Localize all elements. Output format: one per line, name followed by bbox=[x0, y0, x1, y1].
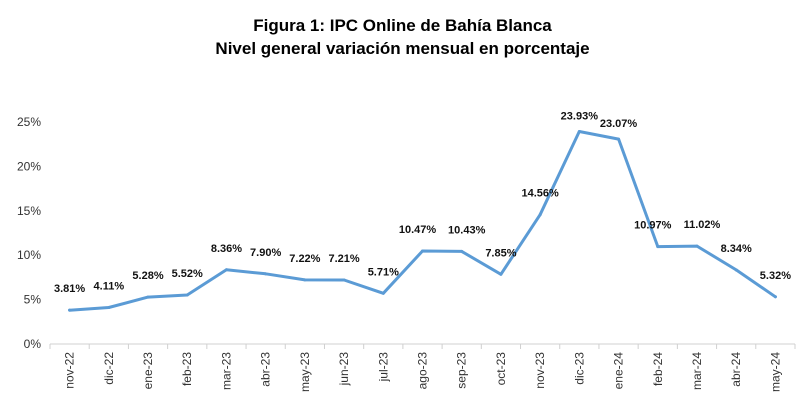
x-tick-label: nov-23 bbox=[533, 352, 547, 389]
data-label: 10.47% bbox=[399, 224, 437, 236]
data-label: 23.93% bbox=[561, 111, 599, 123]
data-label: 7.21% bbox=[328, 253, 359, 265]
data-label: 7.22% bbox=[289, 253, 320, 265]
x-tick-label: ene-23 bbox=[141, 352, 155, 390]
x-tick-label: jul-23 bbox=[376, 352, 390, 383]
data-label: 8.36% bbox=[211, 243, 242, 255]
x-tick-label: feb-23 bbox=[180, 352, 194, 386]
data-label: 11.02% bbox=[684, 219, 721, 231]
x-tick-label: sep-23 bbox=[455, 352, 469, 389]
data-point bbox=[146, 295, 150, 299]
x-tick-label: mar-23 bbox=[219, 352, 233, 390]
data-label: 7.85% bbox=[485, 247, 516, 259]
x-tick-label: abr-23 bbox=[259, 352, 273, 387]
data-point bbox=[499, 272, 503, 276]
data-point bbox=[185, 293, 189, 297]
x-tick-label: mar-24 bbox=[690, 352, 704, 390]
x-tick-label: dic-22 bbox=[102, 352, 116, 385]
x-tick-label: feb-24 bbox=[651, 352, 665, 386]
chart-title: Figura 1: IPC Online de Bahía Blanca bbox=[253, 16, 552, 35]
data-label: 10.97% bbox=[634, 220, 672, 232]
data-point bbox=[617, 137, 621, 141]
x-tick-label: ago-23 bbox=[416, 352, 430, 390]
data-label: 23.07% bbox=[600, 118, 638, 130]
x-tick-label: jun-23 bbox=[337, 352, 351, 387]
data-point bbox=[342, 278, 346, 282]
y-tick-label: 15% bbox=[17, 204, 41, 218]
y-tick-label: 5% bbox=[24, 293, 42, 307]
data-label: 5.52% bbox=[172, 268, 203, 280]
data-label: 5.71% bbox=[368, 266, 399, 278]
chart-title-block: Figura 1: IPC Online de Bahía Blanca Niv… bbox=[0, 14, 805, 60]
x-tick-label: abr-24 bbox=[729, 352, 743, 387]
data-label: 7.90% bbox=[250, 247, 281, 259]
data-label: 5.28% bbox=[132, 270, 163, 282]
x-tick-label: nov-22 bbox=[63, 352, 77, 389]
data-point bbox=[303, 278, 307, 282]
y-tick-label: 25% bbox=[17, 115, 41, 129]
y-tick-label: 0% bbox=[24, 337, 42, 351]
data-point bbox=[538, 213, 542, 217]
data-point bbox=[695, 244, 699, 248]
data-point bbox=[734, 268, 738, 272]
x-tick-label: oct-23 bbox=[494, 352, 508, 386]
data-point bbox=[107, 306, 111, 310]
data-point bbox=[421, 249, 424, 253]
data-label: 4.11% bbox=[94, 281, 125, 293]
data-point bbox=[577, 130, 581, 134]
data-label: 8.34% bbox=[721, 243, 752, 255]
x-tick-label: may-23 bbox=[298, 352, 312, 392]
data-label: 10.43% bbox=[448, 224, 486, 236]
data-point bbox=[773, 295, 777, 299]
chart-subtitle: Nivel general variación mensual en porce… bbox=[215, 39, 590, 58]
data-label: 5.32% bbox=[760, 270, 791, 282]
y-tick-label: 10% bbox=[17, 248, 41, 262]
y-tick-label: 20% bbox=[17, 159, 41, 173]
data-point bbox=[656, 245, 660, 249]
data-point bbox=[68, 308, 72, 312]
data-point bbox=[264, 272, 268, 276]
x-tick-label: dic-23 bbox=[572, 352, 586, 385]
data-label: 14.56% bbox=[521, 188, 559, 200]
data-point bbox=[381, 291, 385, 295]
data-point bbox=[224, 268, 228, 272]
x-tick-label: ene-24 bbox=[612, 352, 626, 390]
x-tick-label: may-24 bbox=[768, 352, 782, 392]
data-label: 3.81% bbox=[54, 283, 85, 295]
data-point bbox=[460, 249, 464, 253]
